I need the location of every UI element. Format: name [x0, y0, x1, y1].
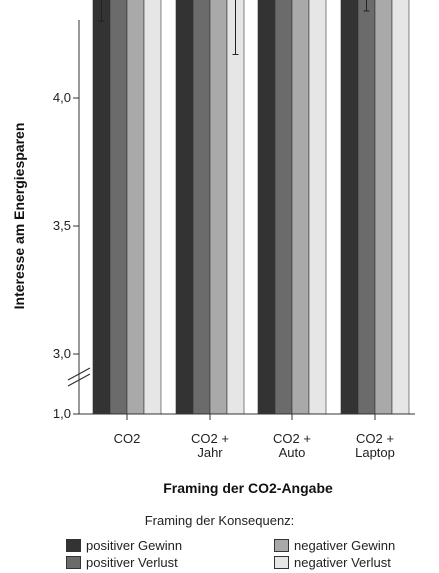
bar — [358, 0, 375, 414]
x-tick-label: CO2 — [114, 431, 141, 446]
bar — [392, 0, 409, 414]
bar — [144, 0, 161, 414]
bar — [292, 0, 309, 414]
legend-item: negativer Gewinn — [274, 537, 395, 554]
x-tick-label: CO2 + — [356, 431, 394, 446]
legend-label: negativer Verlust — [294, 555, 391, 570]
bar — [375, 0, 392, 414]
bar — [110, 0, 127, 414]
legend-label: negativer Gewinn — [294, 538, 395, 553]
bar — [127, 0, 144, 414]
y-axis-title: Interesse am Energiesparen — [11, 123, 27, 310]
legend-item: positiver Gewinn — [66, 537, 182, 554]
legend: positiver Gewinn positiver Verlust negativ… — [66, 537, 438, 573]
bar — [93, 0, 110, 414]
x-tick-label: CO2 + — [273, 431, 311, 446]
bar — [258, 0, 275, 414]
bar — [309, 0, 326, 414]
x-tick-label: Jahr — [197, 445, 223, 460]
legend-title: Framing der Konsequenz: — [0, 513, 439, 528]
y-tick-label: 4,0 — [53, 90, 71, 105]
legend-item: positiver Verlust — [66, 554, 178, 571]
bar — [341, 0, 358, 414]
bar — [275, 0, 292, 414]
bar — [227, 0, 244, 414]
legend-item: negativer Verlust — [274, 554, 391, 571]
x-axis-title: Framing der CO2-Angabe — [163, 480, 333, 496]
y-tick-label: 1,0 — [53, 406, 71, 421]
bar — [210, 0, 227, 414]
legend-label: positiver Verlust — [86, 555, 178, 570]
x-tick-label: Laptop — [355, 445, 395, 460]
y-tick-label: 3,5 — [53, 218, 71, 233]
y-ticks-group: 1,03,03,54,04,55,05,5 — [53, 0, 79, 421]
legend-swatch — [274, 539, 289, 552]
legend-swatch — [66, 556, 81, 569]
x-tick-label: CO2 + — [191, 431, 229, 446]
bar — [176, 0, 193, 414]
legend-swatch — [274, 556, 289, 569]
y-tick-label: 3,0 — [53, 346, 71, 361]
bar — [193, 0, 210, 414]
legend-swatch — [66, 539, 81, 552]
bars-group — [93, 0, 409, 414]
legend-label: positiver Gewinn — [86, 538, 182, 553]
x-tick-label: Auto — [279, 445, 306, 460]
